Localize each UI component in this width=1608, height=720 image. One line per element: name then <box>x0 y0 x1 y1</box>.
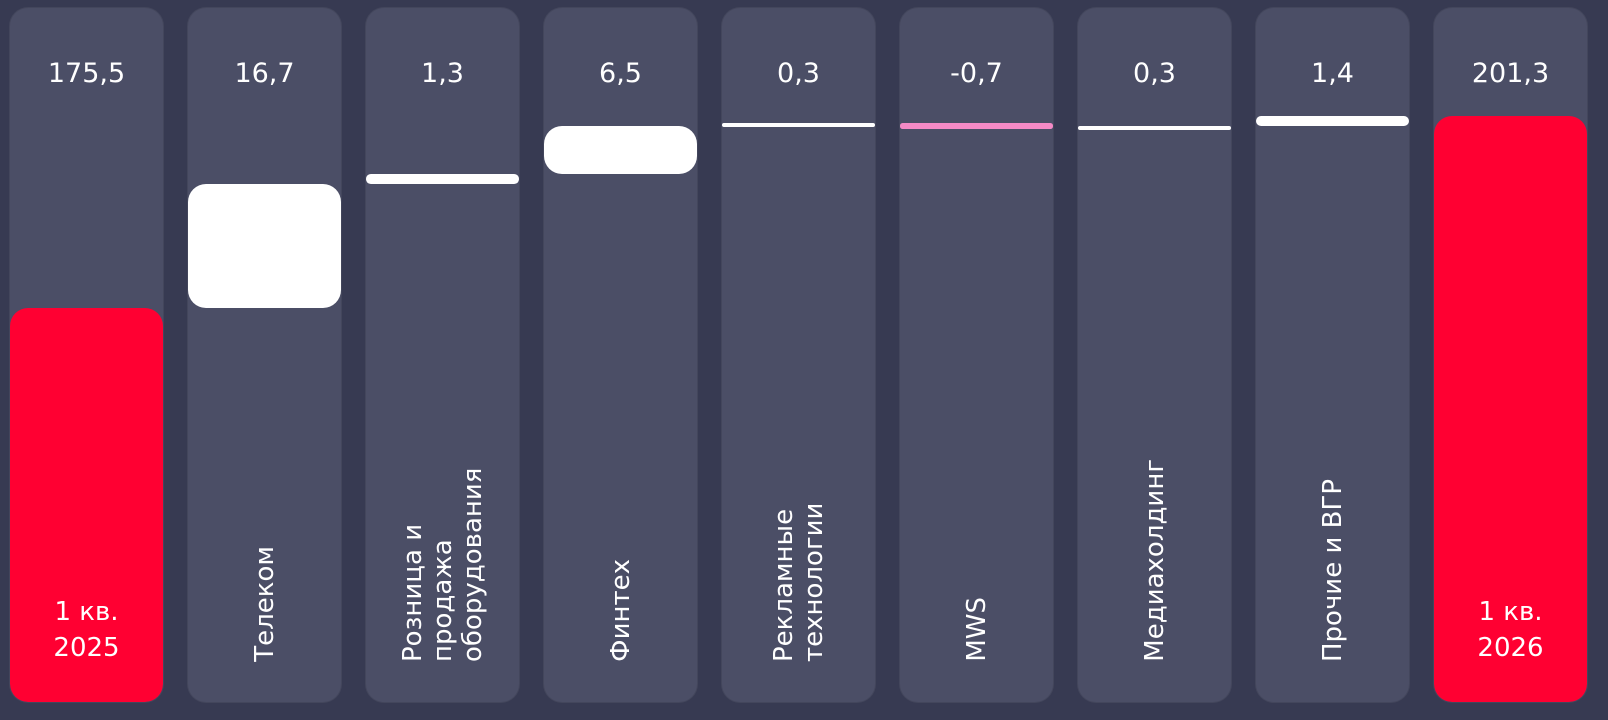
label-wrap: Финтех <box>544 302 697 662</box>
column: 0,3 Медиахолдинг <box>1078 8 1231 702</box>
bar <box>188 183 341 309</box>
category-label: Финтех <box>605 559 636 662</box>
bar <box>1434 115 1587 702</box>
column: 0,3 Рекламные технологии <box>722 8 875 702</box>
category-label: Розница и продажа оборудования <box>397 467 488 662</box>
value-label: 16,7 <box>234 58 295 89</box>
column: 175,5 1 кв. 2025 <box>10 8 163 702</box>
category-label: Рекламные технологии <box>768 502 829 662</box>
column: 1,3 Розница и продажа оборудования <box>366 8 519 702</box>
category-label: 1 кв. 2026 <box>1477 597 1544 663</box>
value-label: 175,5 <box>47 58 126 89</box>
label-wrap: Телеком <box>188 302 341 662</box>
label-wrap: Розница и продажа оборудования <box>366 302 519 662</box>
label-wrap: 1 кв. 2026 <box>1434 594 1587 666</box>
column: 201,3 1 кв. 2026 <box>1434 8 1587 702</box>
value-label: 6,5 <box>599 58 642 89</box>
value-label: 0,3 <box>1133 58 1176 89</box>
value-label: 201,3 <box>1471 58 1550 89</box>
category-label: 1 кв. 2025 <box>53 597 120 663</box>
column: 6,5 Финтех <box>544 8 697 702</box>
bar <box>10 308 163 702</box>
bar <box>722 122 875 127</box>
bar <box>366 174 519 184</box>
category-label: Телеком <box>249 546 280 662</box>
category-label: MWS <box>961 597 992 662</box>
bar <box>544 125 697 175</box>
value-label: 0,3 <box>777 58 820 89</box>
column: 1,4 Прочие и ВГР <box>1256 8 1409 702</box>
bar <box>1078 125 1231 130</box>
label-wrap: Медиахолдинг <box>1078 302 1231 662</box>
bar <box>1256 115 1409 127</box>
value-label: -0,7 <box>950 58 1003 89</box>
column: 16,7 Телеком <box>188 8 341 702</box>
bar <box>900 123 1053 129</box>
label-wrap: Прочие и ВГР <box>1256 302 1409 662</box>
label-wrap: 1 кв. 2025 <box>10 594 163 666</box>
label-wrap: MWS <box>900 302 1053 662</box>
label-wrap: Рекламные технологии <box>722 302 875 662</box>
value-label: 1,3 <box>421 58 464 89</box>
value-label: 1,4 <box>1311 58 1354 89</box>
column: -0,7 MWS <box>900 8 1053 702</box>
category-label: Медиахолдинг <box>1139 459 1170 662</box>
category-label: Прочие и ВГР <box>1317 478 1348 662</box>
